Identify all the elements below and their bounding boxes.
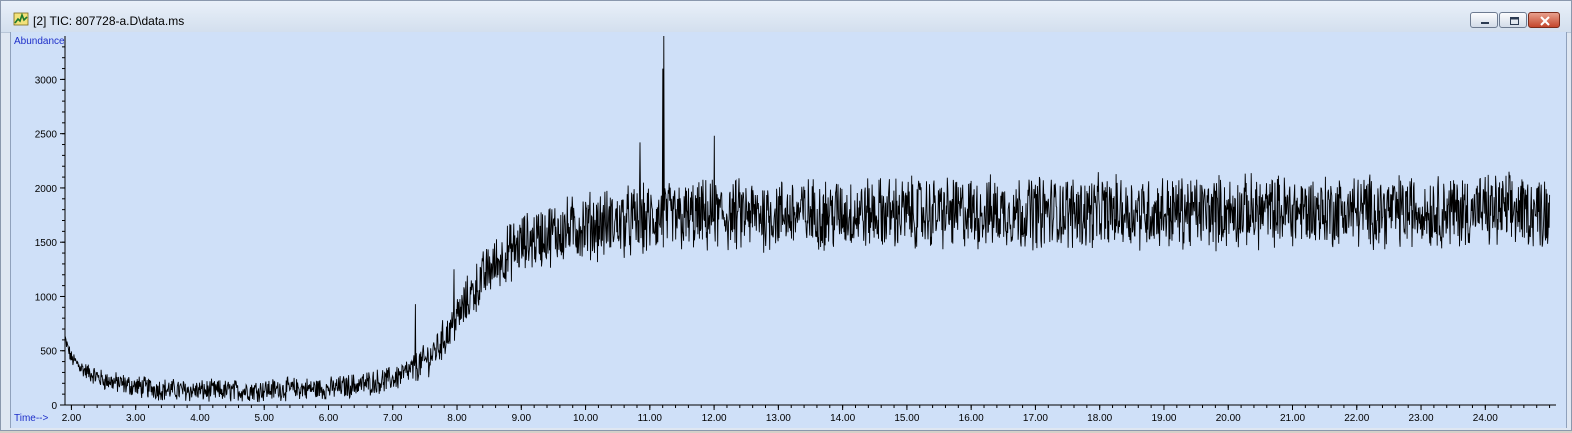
close-icon <box>1540 16 1550 26</box>
x-tick-label: 17.00 <box>1023 413 1048 424</box>
maximize-icon <box>1510 17 1519 25</box>
y-tick-label: 1500 <box>35 238 58 249</box>
x-tick-label: 23.00 <box>1409 413 1434 424</box>
minimize-icon <box>1481 22 1489 24</box>
x-tick-label: 11.00 <box>638 413 663 424</box>
x-tick-label: 14.00 <box>830 413 855 424</box>
close-button[interactable] <box>1528 12 1560 28</box>
y-tick-label: 0 <box>51 401 57 412</box>
x-tick-label: 6.00 <box>319 413 339 424</box>
x-tick-label: 3.00 <box>126 413 146 424</box>
x-tick-label: 15.00 <box>894 413 919 424</box>
maximize-button[interactable] <box>1499 12 1527 28</box>
y-tick-label: 1000 <box>35 292 58 303</box>
minimize-button[interactable] <box>1470 12 1498 28</box>
x-tick-label: 7.00 <box>383 413 403 424</box>
window-title: [2] TIC: 807728-a.D\data.ms <box>33 14 185 28</box>
x-tick-label: 22.00 <box>1344 413 1369 424</box>
x-tick-label: 13.00 <box>766 413 791 424</box>
tic-trace-line <box>64 35 1551 403</box>
x-axis-label: Time--> <box>14 413 49 424</box>
x-tick-label: 16.00 <box>959 413 984 424</box>
chromatogram-app-icon <box>13 12 29 26</box>
x-tick-label: 2.00 <box>62 413 82 424</box>
y-tick-label: 3000 <box>35 75 58 86</box>
chromatogram-plot-area[interactable]: Abundance Time--> 2.00 3.00 4.00 5.00 6.00 7.… <box>10 32 1567 428</box>
x-tick-label: 20.00 <box>1216 413 1241 424</box>
x-tick-label: 5.00 <box>254 413 274 424</box>
x-tick-label: 8.00 <box>447 413 467 424</box>
y-tick-label: 2000 <box>35 184 58 195</box>
x-tick-label: 4.00 <box>190 413 210 424</box>
x-tick-label: 12.00 <box>702 413 727 424</box>
y-tick-label: 500 <box>40 347 57 358</box>
y-tick-label: 2500 <box>35 130 58 141</box>
tic-chart[interactable]: Abundance Time--> 2.00 3.00 4.00 5.00 6.00 7.… <box>11 32 1566 428</box>
y-axis-label: Abundance <box>14 36 65 47</box>
x-tick-label: 19.00 <box>1151 413 1176 424</box>
title-bar[interactable]: [2] TIC: 807728-a.D\data.ms <box>1 1 1571 33</box>
x-tick-label: 18.00 <box>1087 413 1112 424</box>
x-tick-label: 24.00 <box>1473 413 1498 424</box>
x-tick-label: 9.00 <box>512 413 532 424</box>
x-tick-label: 21.00 <box>1280 413 1305 424</box>
x-tick-label: 10.00 <box>573 413 598 424</box>
